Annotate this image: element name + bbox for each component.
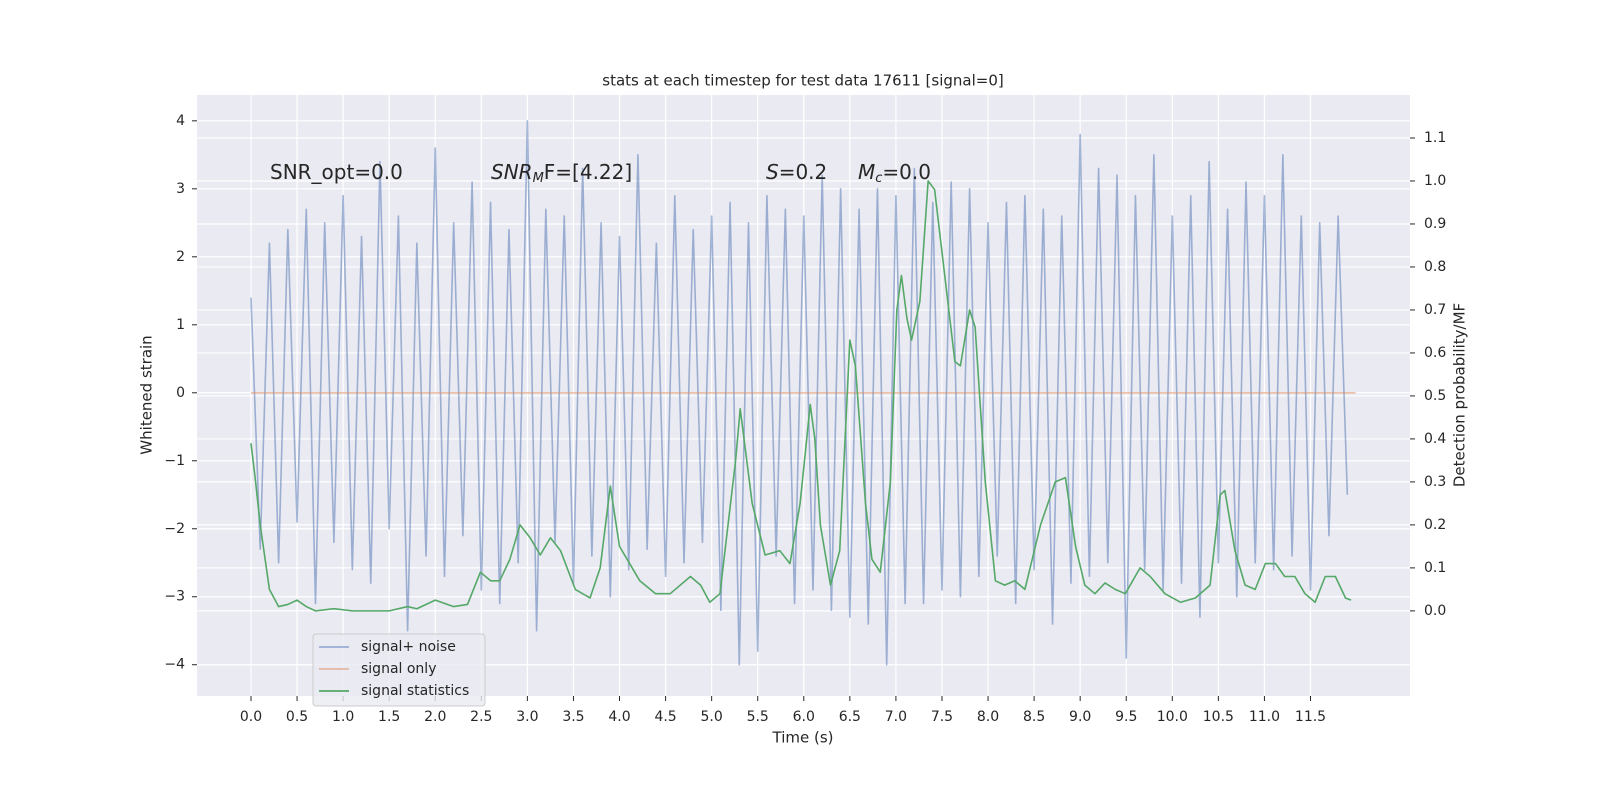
y2-tick-label: 1.0 <box>1424 173 1446 189</box>
annotation: SNR_opt=0.0 <box>270 160 403 184</box>
x-tick-label: 7.5 <box>931 709 953 725</box>
legend-box <box>312 633 486 707</box>
legend-label: signal+ noise <box>361 639 456 655</box>
chart-title: stats at each timestep for test data 176… <box>602 72 1003 90</box>
annotation: S=0.2 <box>766 160 827 184</box>
x-tick-label: 10.0 <box>1157 709 1188 725</box>
y2-tick-label: 0.5 <box>1424 388 1446 404</box>
x-tick-label: 3.0 <box>516 709 538 725</box>
y-tick-label: −4 <box>164 657 185 673</box>
annotation-part: SNR <box>491 160 533 184</box>
x-tick-label: 0.5 <box>286 709 308 725</box>
x-tick-label: 8.5 <box>1023 709 1045 725</box>
x-tick-label: 6.5 <box>839 709 861 725</box>
annotation: Mc=0.0 <box>858 160 931 186</box>
y-tick-label: −2 <box>164 521 185 537</box>
annotation-part: M <box>533 171 544 186</box>
x-tick-label: 2.0 <box>424 709 446 725</box>
y-tick-label: 0 <box>176 385 185 401</box>
y2-tick-label: 0.0 <box>1424 603 1446 619</box>
x-tick-label: 6.0 <box>793 709 815 725</box>
x-tick-label: 4.0 <box>608 709 630 725</box>
y-tick-label: 2 <box>176 249 185 265</box>
y2-tick-label: 0.7 <box>1424 302 1446 318</box>
y-axis-label: Whitened strain <box>138 335 156 454</box>
x-tick-label: 9.5 <box>1115 709 1137 725</box>
y2-tick-label: 0.6 <box>1424 345 1446 361</box>
x-axis-label: Time (s) <box>772 729 834 747</box>
annotation: SNRMF=[4.22] <box>491 160 632 186</box>
y2-tick-label: 0.2 <box>1424 517 1446 533</box>
annotation-part: SNR_opt=0.0 <box>270 160 403 184</box>
legend-label: signal statistics <box>361 683 469 699</box>
y2-tick-label: 0.8 <box>1424 259 1446 275</box>
y2-tick-label: 1.1 <box>1424 130 1446 146</box>
annotation-part: =0.2 <box>779 160 828 184</box>
x-tick-label: 1.5 <box>378 709 400 725</box>
y2-tick-label: 0.4 <box>1424 431 1446 447</box>
y2-tick-label: 0.1 <box>1424 560 1446 576</box>
annotation-part: S <box>766 160 779 184</box>
y2-tick-label: 0.9 <box>1424 216 1446 232</box>
x-tick-label: 9.0 <box>1069 709 1091 725</box>
x-tick-label: 5.5 <box>747 709 769 725</box>
y-tick-label: 4 <box>176 113 185 129</box>
series-line <box>250 180 1352 612</box>
x-tick-label: 1.0 <box>332 709 354 725</box>
y-tick-label: −1 <box>164 453 185 469</box>
y-tick-label: −3 <box>164 589 185 605</box>
x-tick-label: 11.0 <box>1249 709 1280 725</box>
x-tick-label: 11.5 <box>1295 709 1326 725</box>
y2-tick-label: 0.3 <box>1424 474 1446 490</box>
legend: signal+ noise signal only signal statistic… <box>312 633 486 707</box>
legend-label: signal only <box>361 661 436 677</box>
x-tick-label: 10.5 <box>1203 709 1234 725</box>
x-tick-label: 2.5 <box>470 709 492 725</box>
labels: 0.0 0.5 1.0 1.5 2.0 2.5 3.0 3.5 4.0 4.5 5.0 5.5 6.0 6… <box>164 113 1446 725</box>
x-tick-label: 8.0 <box>977 709 999 725</box>
series-line <box>250 120 1349 666</box>
y2-axis-label: Detection probability/MF <box>1451 303 1469 487</box>
x-tick-label: 4.5 <box>654 709 676 725</box>
x-tick-label: 3.5 <box>562 709 584 725</box>
y-tick-label: 3 <box>176 181 185 197</box>
annotation-part: c <box>875 171 882 186</box>
marks <box>250 120 1356 666</box>
x-tick-label: 7.0 <box>885 709 907 725</box>
annotation-part: =0.0 <box>882 160 931 184</box>
x-tick-label: 5.0 <box>701 709 723 725</box>
annotation-part: M <box>858 160 875 184</box>
annotation-part: F=[4.22] <box>544 160 632 184</box>
x-tick-label: 0.0 <box>240 709 262 725</box>
y-tick-label: 1 <box>176 317 185 333</box>
